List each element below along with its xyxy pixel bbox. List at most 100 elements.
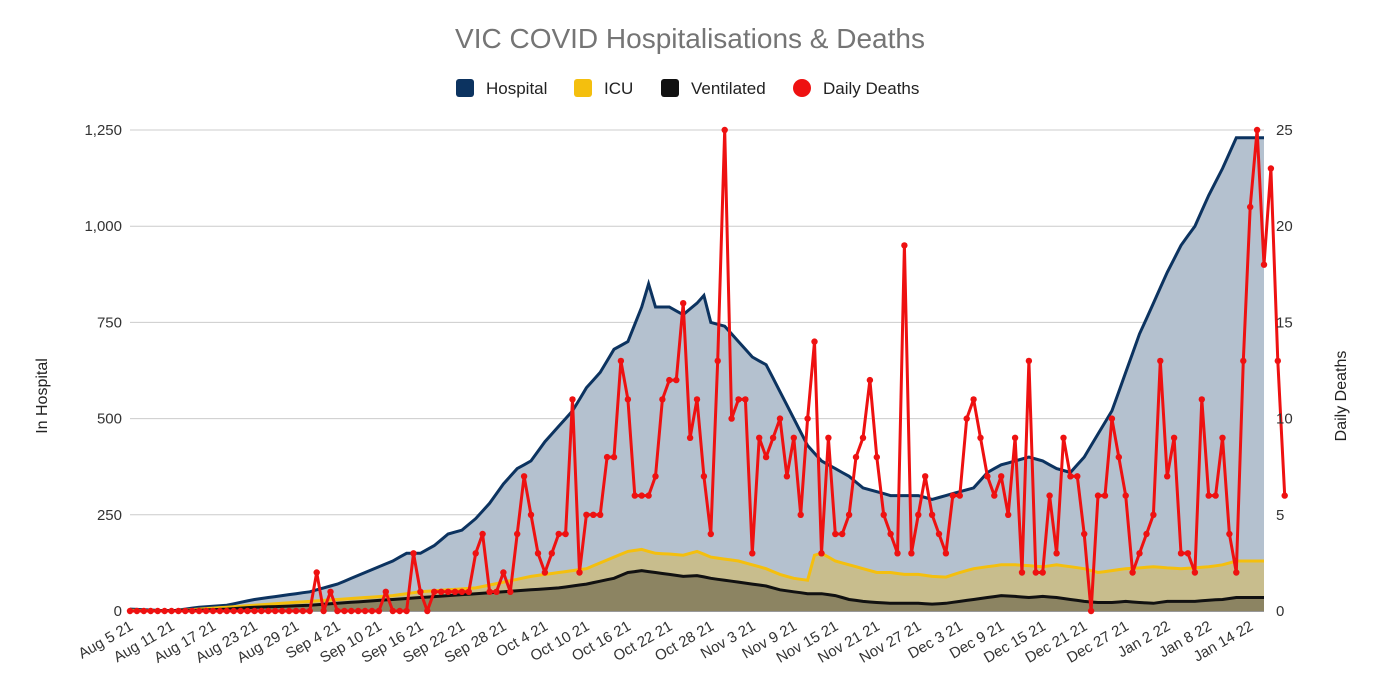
daily-deaths-point[interactable]: [258, 607, 265, 615]
daily-deaths-point[interactable]: [707, 530, 714, 538]
daily-deaths-point[interactable]: [645, 492, 652, 499]
daily-deaths-point[interactable]: [825, 434, 832, 441]
daily-deaths-point[interactable]: [272, 607, 279, 615]
daily-deaths-point[interactable]: [140, 607, 147, 615]
daily-deaths-point[interactable]: [514, 530, 521, 538]
daily-deaths-point[interactable]: [590, 511, 597, 518]
daily-deaths-point[interactable]: [299, 607, 307, 615]
daily-deaths-point[interactable]: [438, 588, 445, 595]
daily-deaths-point[interactable]: [1108, 415, 1116, 422]
daily-deaths-point[interactable]: [928, 511, 936, 518]
daily-deaths-point[interactable]: [998, 473, 1005, 480]
daily-deaths-point[interactable]: [334, 607, 341, 615]
daily-deaths-point[interactable]: [278, 607, 286, 615]
daily-deaths-point[interactable]: [168, 607, 175, 615]
daily-deaths-point[interactable]: [569, 396, 576, 403]
daily-deaths-point[interactable]: [915, 511, 922, 518]
daily-deaths-point[interactable]: [1233, 569, 1240, 576]
daily-deaths-point[interactable]: [175, 607, 182, 615]
daily-deaths-point[interactable]: [797, 511, 804, 518]
daily-deaths-point[interactable]: [458, 588, 466, 595]
daily-deaths-point[interactable]: [762, 453, 770, 461]
daily-deaths-point[interactable]: [327, 588, 334, 595]
daily-deaths-point[interactable]: [949, 492, 956, 499]
daily-deaths-point[interactable]: [866, 376, 874, 384]
daily-deaths-point[interactable]: [417, 588, 424, 595]
daily-deaths-point[interactable]: [991, 492, 998, 499]
daily-deaths-point[interactable]: [1011, 434, 1019, 441]
daily-deaths-point[interactable]: [1205, 492, 1212, 499]
daily-deaths-point[interactable]: [597, 511, 604, 518]
legend[interactable]: Hospital ICU Ventilated Daily Deaths: [456, 79, 919, 98]
daily-deaths-point[interactable]: [548, 550, 555, 557]
daily-deaths-point[interactable]: [189, 607, 196, 615]
daily-deaths-point[interactable]: [1150, 511, 1157, 518]
daily-deaths-line[interactable]: [130, 128, 1287, 613]
daily-deaths-point[interactable]: [1219, 434, 1226, 441]
daily-deaths-point[interactable]: [769, 434, 777, 441]
daily-deaths-point[interactable]: [396, 607, 403, 615]
daily-deaths-point[interactable]: [195, 607, 203, 615]
legend-item-hospital[interactable]: Hospital: [456, 79, 547, 98]
daily-deaths-point[interactable]: [265, 607, 272, 615]
daily-deaths-point[interactable]: [790, 434, 797, 441]
daily-deaths-point[interactable]: [1212, 492, 1219, 499]
daily-deaths-point[interactable]: [1018, 569, 1026, 576]
daily-deaths-point[interactable]: [804, 415, 811, 422]
daily-deaths-point[interactable]: [832, 530, 839, 538]
daily-deaths-point[interactable]: [956, 492, 963, 499]
daily-deaths-point[interactable]: [472, 550, 479, 557]
daily-deaths-point[interactable]: [1094, 492, 1102, 499]
daily-deaths-point[interactable]: [756, 434, 763, 441]
daily-deaths-point[interactable]: [894, 550, 901, 557]
daily-deaths-point[interactable]: [1122, 492, 1129, 499]
daily-deaths-point[interactable]: [1226, 530, 1233, 538]
daily-deaths-point[interactable]: [382, 588, 389, 595]
daily-deaths-point[interactable]: [686, 434, 694, 441]
daily-deaths-point[interactable]: [818, 550, 825, 557]
daily-deaths-point[interactable]: [320, 607, 327, 615]
icu-line[interactable]: [129, 547, 1264, 613]
daily-deaths-point[interactable]: [555, 530, 562, 538]
daily-deaths-point[interactable]: [368, 607, 376, 615]
daily-deaths-point[interactable]: [624, 396, 632, 403]
daily-deaths-point[interactable]: [1267, 165, 1275, 172]
daily-deaths-point[interactable]: [534, 550, 542, 557]
daily-deaths-point[interactable]: [216, 607, 224, 615]
daily-deaths-point[interactable]: [873, 453, 880, 461]
daily-deaths-point[interactable]: [901, 242, 908, 249]
daily-deaths-point[interactable]: [486, 588, 493, 595]
daily-deaths-point[interactable]: [963, 415, 970, 422]
daily-deaths-point[interactable]: [1074, 473, 1081, 480]
daily-deaths-point[interactable]: [306, 607, 313, 615]
daily-deaths-point[interactable]: [935, 530, 943, 538]
daily-deaths-point[interactable]: [313, 569, 320, 576]
daily-deaths-point[interactable]: [693, 396, 701, 403]
daily-deaths-point[interactable]: [244, 607, 251, 615]
daily-deaths-point[interactable]: [230, 607, 237, 615]
daily-deaths-point[interactable]: [631, 492, 638, 499]
daily-deaths-point[interactable]: [1253, 126, 1261, 134]
daily-deaths-point[interactable]: [389, 607, 396, 615]
legend-item-daily-deaths[interactable]: Daily Deaths: [793, 79, 919, 98]
daily-deaths-point[interactable]: [527, 511, 535, 518]
daily-deaths-point[interactable]: [285, 607, 293, 615]
daily-deaths-point[interactable]: [749, 550, 756, 557]
daily-deaths-point[interactable]: [1247, 203, 1254, 211]
daily-deaths-point[interactable]: [1177, 550, 1185, 557]
daily-deaths-point[interactable]: [1129, 569, 1136, 576]
daily-deaths-point[interactable]: [673, 376, 680, 384]
daily-deaths-point[interactable]: [977, 434, 984, 441]
daily-deaths-point[interactable]: [666, 376, 673, 384]
daily-deaths-point[interactable]: [652, 473, 659, 480]
daily-deaths-point[interactable]: [839, 530, 846, 538]
daily-deaths-point[interactable]: [562, 530, 569, 538]
daily-deaths-point[interactable]: [451, 588, 459, 595]
daily-deaths-point[interactable]: [444, 588, 452, 595]
daily-deaths-point[interactable]: [520, 473, 528, 480]
daily-deaths-point[interactable]: [922, 473, 929, 480]
daily-deaths-point[interactable]: [1032, 569, 1040, 576]
daily-deaths-point[interactable]: [984, 473, 991, 480]
daily-deaths-point[interactable]: [735, 396, 742, 403]
daily-deaths-point[interactable]: [1039, 569, 1046, 576]
